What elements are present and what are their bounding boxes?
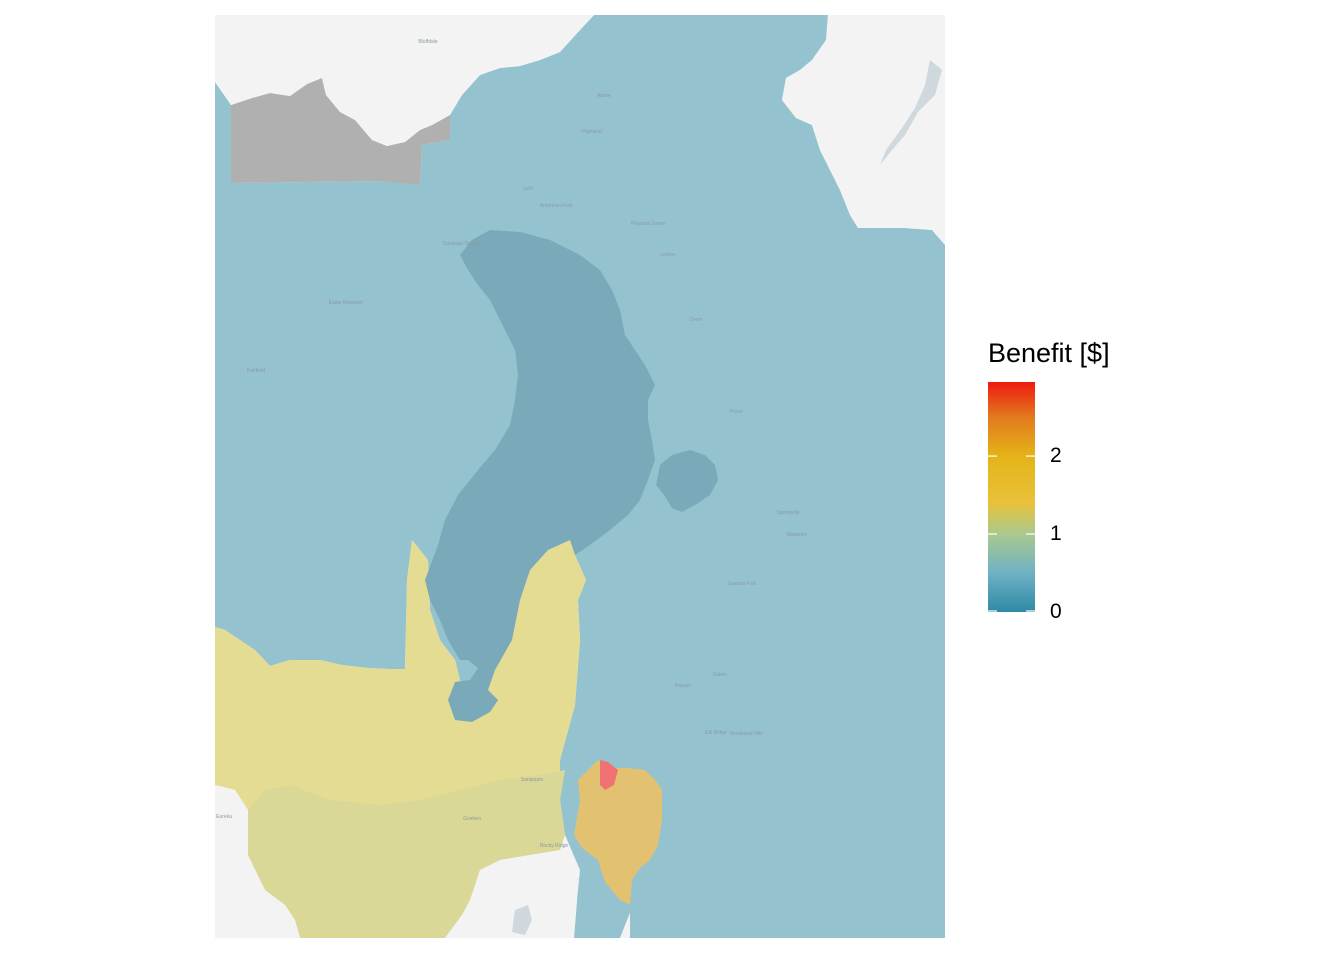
bay-region xyxy=(656,450,718,512)
map-place-label: Elk Ridge xyxy=(705,730,727,736)
map-place-label: Lindon xyxy=(660,252,675,258)
legend-title: Benefit [$] xyxy=(988,338,1110,368)
legend-colorbar xyxy=(988,382,1035,612)
benefit-high-region xyxy=(600,760,618,790)
map-place-label: American Fork xyxy=(540,203,573,209)
map-place-label: Goshen xyxy=(463,816,481,822)
map-place-label: Saratoga Springs xyxy=(443,241,482,247)
map-place-label: Bluffdale xyxy=(418,39,438,45)
map-place-label: Orem xyxy=(690,317,703,323)
legend: Benefit [$] 0 1 2 xyxy=(988,338,1148,638)
legend-colorbar-fill xyxy=(988,382,1035,612)
lake-region xyxy=(425,230,655,722)
legend-tick-label: 2 xyxy=(1050,444,1062,468)
map-place-label: Highland xyxy=(582,129,602,135)
map-place-label: Lehi xyxy=(523,186,532,192)
map-place-label: Payson xyxy=(675,683,692,689)
benefit-mid-lower-region xyxy=(248,770,565,938)
map-place-label: Spanish Fork xyxy=(727,581,757,587)
map-place-label: Santaquin xyxy=(521,777,544,783)
legend-tick-marks xyxy=(988,455,1035,612)
map-place-labels: Bluffdale Alpine Highland Lehi American Fork… xyxy=(216,39,807,849)
basemap-unshaded-bottom xyxy=(215,785,300,938)
map-place-label: Rocky Ridge xyxy=(540,843,569,849)
lower-reservoir-water xyxy=(512,905,532,935)
map-place-label: Springville xyxy=(776,510,799,516)
basemap-unshaded-top xyxy=(215,15,594,146)
map-place-label: Eureka xyxy=(216,814,232,820)
no-data-region xyxy=(231,78,450,185)
map-place-label: Eagle Mountain xyxy=(329,300,364,306)
map-place-label: Alpine xyxy=(597,93,611,99)
map-place-label: Provo xyxy=(729,409,742,415)
basemap-unshaded-topright xyxy=(782,15,945,245)
map-place-label: Fairfield xyxy=(247,368,265,374)
basemap-unshaded-notch xyxy=(445,835,577,938)
benefit-orange-region xyxy=(574,760,662,905)
map-place-label: Salem xyxy=(713,672,727,678)
upper-reservoir-water xyxy=(880,60,942,165)
map-place-label: Woodland Hills xyxy=(729,731,763,737)
legend-tick-label: 0 xyxy=(1050,600,1062,623)
legend-tick-label: 1 xyxy=(1050,522,1062,546)
map-place-label: Mapleton xyxy=(787,532,808,538)
map-place-label: Pleasant Grove xyxy=(631,221,666,227)
